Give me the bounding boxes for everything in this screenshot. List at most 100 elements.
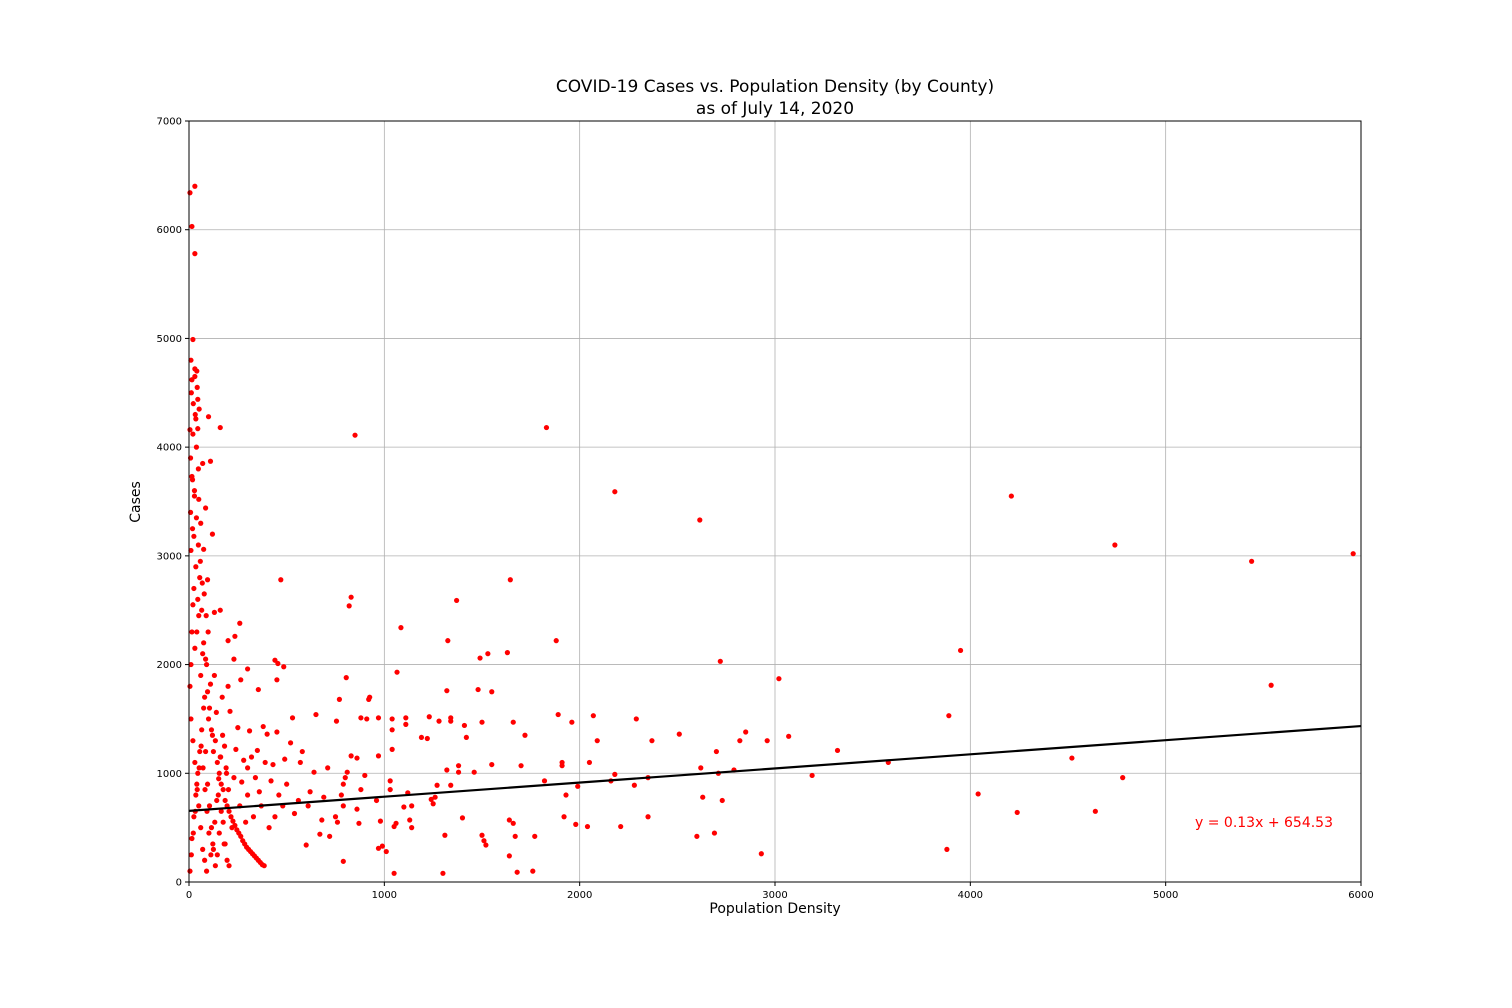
data-point bbox=[281, 664, 287, 670]
data-point bbox=[230, 818, 236, 824]
data-point bbox=[199, 580, 205, 586]
data-point bbox=[321, 794, 327, 800]
data-point bbox=[481, 838, 487, 844]
data-point bbox=[201, 546, 207, 552]
data-point bbox=[204, 577, 211, 583]
data-point bbox=[489, 761, 495, 768]
data-point bbox=[190, 401, 196, 407]
data-point bbox=[206, 705, 213, 711]
data-point bbox=[197, 558, 203, 564]
data-point bbox=[245, 792, 251, 798]
data-point bbox=[507, 577, 513, 583]
data-point bbox=[455, 763, 462, 769]
y-tick-label: 3000 bbox=[157, 551, 182, 562]
data-point bbox=[334, 819, 341, 825]
data-point bbox=[193, 515, 200, 521]
data-point bbox=[403, 715, 409, 721]
data-point bbox=[676, 731, 682, 737]
data-point bbox=[194, 629, 200, 635]
data-point bbox=[210, 841, 216, 847]
data-point bbox=[432, 794, 438, 800]
data-point bbox=[195, 770, 201, 776]
data-point bbox=[245, 765, 251, 771]
data-point bbox=[305, 803, 311, 809]
data-point bbox=[203, 656, 209, 662]
data-point bbox=[193, 792, 199, 798]
data-point bbox=[250, 814, 257, 820]
data-point bbox=[195, 596, 201, 602]
x-tick-label: 1000 bbox=[372, 890, 397, 901]
data-point bbox=[217, 607, 223, 613]
data-point bbox=[208, 825, 215, 831]
data-point bbox=[504, 650, 510, 656]
data-point bbox=[436, 718, 442, 724]
data-point bbox=[215, 792, 221, 798]
data-point bbox=[238, 677, 244, 683]
data-point bbox=[809, 772, 815, 779]
data-point bbox=[188, 357, 194, 363]
data-point bbox=[210, 748, 217, 755]
data-point bbox=[354, 755, 360, 761]
data-point bbox=[219, 732, 226, 738]
data-point bbox=[195, 426, 201, 432]
data-point bbox=[225, 786, 232, 793]
data-point bbox=[282, 756, 288, 762]
data-point bbox=[226, 863, 232, 869]
data-point bbox=[463, 734, 469, 741]
data-point bbox=[510, 719, 516, 725]
data-point bbox=[217, 424, 223, 431]
data-point bbox=[586, 759, 593, 766]
data-point bbox=[1350, 551, 1356, 557]
data-point bbox=[418, 734, 425, 741]
data-point bbox=[717, 658, 723, 664]
data-point bbox=[391, 823, 397, 830]
data-point bbox=[192, 251, 198, 257]
data-point bbox=[196, 406, 202, 412]
data-point bbox=[223, 770, 230, 776]
data-point bbox=[348, 594, 354, 600]
data-point bbox=[252, 775, 259, 781]
data-point bbox=[590, 713, 596, 719]
data-point bbox=[205, 716, 212, 722]
data-point bbox=[201, 591, 207, 597]
data-point bbox=[200, 765, 206, 771]
data-point bbox=[459, 815, 466, 821]
data-point bbox=[212, 863, 218, 869]
y-tick-label: 2000 bbox=[157, 660, 182, 671]
data-point bbox=[200, 846, 206, 852]
data-point bbox=[430, 801, 436, 807]
data-point bbox=[313, 711, 319, 718]
data-point bbox=[192, 411, 198, 418]
data-point bbox=[260, 723, 266, 730]
data-point bbox=[254, 747, 260, 754]
data-point bbox=[204, 689, 211, 695]
data-point bbox=[218, 781, 224, 787]
data-point bbox=[213, 709, 219, 716]
data-point bbox=[1069, 755, 1075, 761]
y-tick-label: 5000 bbox=[157, 334, 182, 345]
data-point bbox=[246, 728, 253, 734]
data-point bbox=[192, 645, 198, 651]
data-point bbox=[216, 776, 222, 782]
data-point bbox=[225, 683, 231, 689]
data-point bbox=[203, 661, 210, 668]
data-point bbox=[188, 547, 194, 554]
data-point bbox=[202, 694, 208, 700]
data-point bbox=[340, 803, 346, 809]
data-point bbox=[394, 669, 400, 675]
data-point bbox=[195, 466, 201, 472]
data-point bbox=[270, 761, 276, 768]
data-point bbox=[233, 746, 239, 752]
data-point bbox=[338, 792, 344, 798]
data-point bbox=[210, 846, 217, 852]
data-point bbox=[193, 444, 200, 450]
regression-line-group bbox=[188, 724, 1362, 812]
data-point bbox=[445, 638, 451, 644]
x-tick-label: 5000 bbox=[1153, 890, 1178, 901]
data-point bbox=[358, 786, 364, 793]
data-point bbox=[188, 852, 194, 858]
data-point bbox=[214, 759, 220, 766]
data-point bbox=[352, 432, 358, 438]
data-point bbox=[219, 694, 225, 700]
x-tick-label: 3000 bbox=[762, 890, 787, 901]
